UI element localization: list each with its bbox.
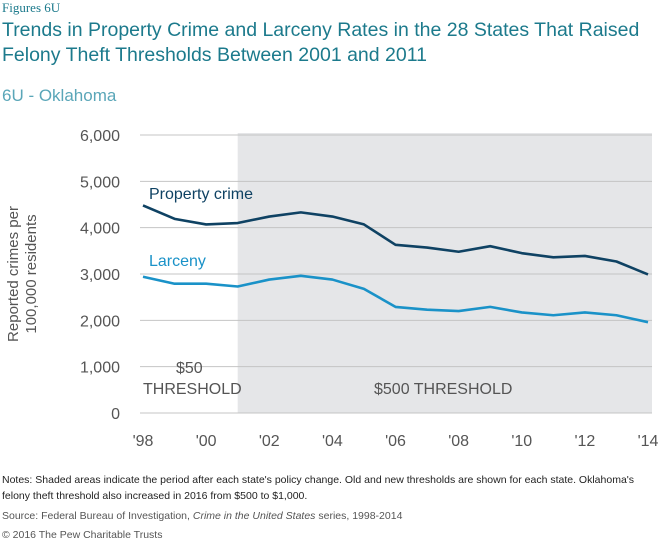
- series-label-property-crime: Property crime: [149, 186, 253, 203]
- notes: Notes: Shaded areas indicate the period …: [2, 474, 635, 502]
- x-tick-label: '00: [196, 433, 217, 450]
- chart-title: Trends in Property Crime and Larceny Rat…: [2, 19, 640, 66]
- x-tick-label: '10: [511, 433, 532, 450]
- old-threshold-amount: $50: [176, 360, 203, 377]
- source: Source: Federal Bureau of Investigation,…: [2, 510, 402, 522]
- new-threshold-label: $500 THRESHOLD: [374, 381, 512, 398]
- x-tick-label: '08: [448, 433, 469, 450]
- x-tick-label: '98: [133, 433, 154, 450]
- y-axis-label: Reported crimes per100,000 residents: [5, 206, 40, 342]
- source-prefix: Source: Federal Bureau of Investigation,: [2, 510, 193, 522]
- y-axis-label-line1: Reported crimes per: [5, 206, 22, 342]
- copyright: © 2016 The Pew Charitable Trusts: [2, 529, 163, 541]
- y-tick-label: 0: [111, 406, 120, 423]
- source-title: Crime in the United States: [192, 510, 316, 522]
- old-threshold-label: THRESHOLD: [143, 381, 242, 398]
- x-tick-label: '14: [638, 433, 659, 450]
- x-tick-label: '12: [574, 433, 595, 450]
- y-tick-label: 5,000: [80, 174, 120, 191]
- y-tick-label: 1,000: [80, 360, 120, 377]
- chart-subtitle: 6U - Oklahoma: [2, 86, 117, 105]
- y-tick-label: 4,000: [80, 221, 120, 238]
- y-tick-label: 6,000: [80, 128, 120, 145]
- figure-label: Figures 6U: [2, 0, 61, 15]
- series-label-larceny: Larceny: [149, 253, 206, 270]
- x-tick-label: '04: [322, 433, 343, 450]
- y-tick-label: 2,000: [80, 313, 120, 330]
- y-axis-label-line2: 100,000 residents: [23, 214, 40, 333]
- post-policy-shaded-area: [237, 133, 652, 413]
- source-suffix: series, 1998-2014: [315, 510, 403, 522]
- line-chart: 0 1,000 2,000 3,000 4,000 5,000 6,000 '98 '00 '0…: [5, 128, 659, 450]
- series-line-property-crime: [142, 204, 649, 276]
- series-line-larceny: [142, 274, 649, 324]
- x-tick-label: '06: [385, 433, 406, 450]
- y-tick-label: 3,000: [80, 267, 120, 284]
- x-tick-label: '02: [259, 433, 280, 450]
